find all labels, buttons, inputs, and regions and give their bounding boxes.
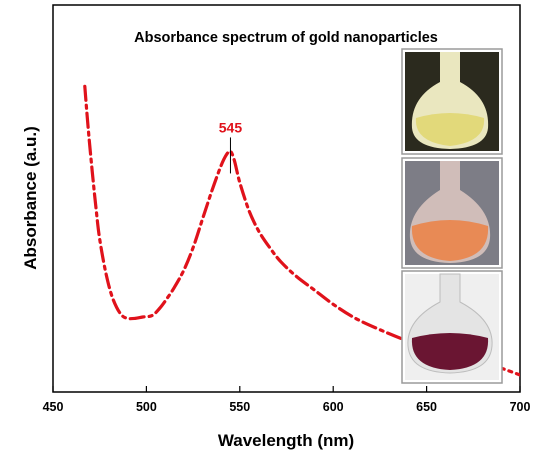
- chart-title: Absorbance spectrum of gold nanoparticle…: [134, 30, 438, 46]
- x-tick-label: 500: [136, 400, 157, 414]
- photo-inset-yellow-flask: [401, 48, 503, 155]
- absorbance-spectrum-line: [83, 84, 520, 377]
- x-axis-ticks: 450 500 550 600 650 700: [43, 386, 531, 414]
- peak-label: 545: [219, 119, 243, 135]
- y-axis-label: Absorbance (a.u.): [21, 126, 40, 270]
- x-tick-label: 550: [229, 400, 250, 414]
- x-tick-label: 450: [43, 400, 64, 414]
- x-tick-label: 700: [510, 400, 531, 414]
- photo-inset-orange-flask: [401, 157, 503, 269]
- x-axis-label: Wavelength (nm): [218, 431, 354, 450]
- x-tick-label: 650: [416, 400, 437, 414]
- x-tick-label: 600: [323, 400, 344, 414]
- photo-inset-purple-flask: [401, 270, 503, 384]
